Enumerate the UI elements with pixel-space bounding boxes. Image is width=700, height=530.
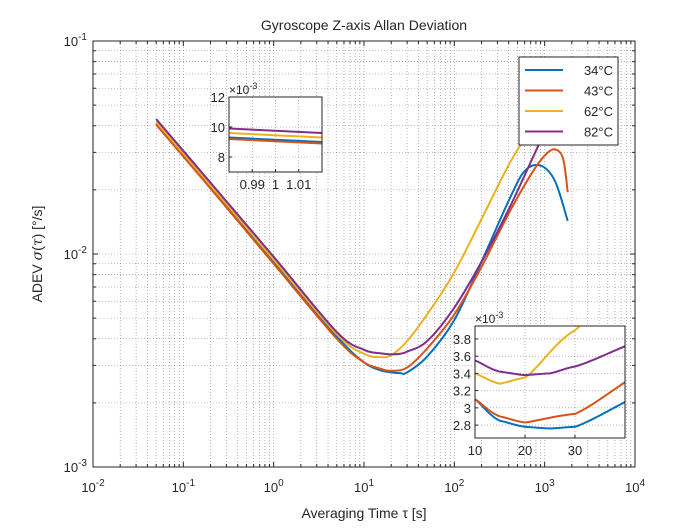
inset-top-series-line (229, 127, 322, 134)
x-tick-label: 10-1 (172, 478, 196, 495)
inset-bottom-series-line (475, 398, 625, 430)
x-tick-label-base: 10 (264, 480, 278, 495)
inset-frame-bg (474, 325, 626, 439)
x-tick-label: 102 (444, 478, 464, 495)
inset-top-series-line (229, 132, 322, 139)
x-tick-label: 101 (354, 478, 374, 495)
inset-exponent-power: -3 (249, 81, 257, 91)
inset-x-tick-label: 1.01 (286, 177, 311, 192)
y-tick-label-exp: -3 (78, 458, 87, 469)
inset-top-series-line (229, 136, 322, 143)
inset-exponent-base: ×10 (475, 312, 496, 326)
x-tick-label-exp: -1 (186, 478, 195, 489)
y-axis-label-paren-open: ( (29, 246, 45, 251)
inset-exponent-base: ×10 (229, 83, 250, 97)
x-tick-label-exp: 1 (368, 478, 374, 489)
inset-y-tick-label: 3.8 (453, 332, 471, 347)
y-axis-label: ADEV σ(τ) [°/s] (29, 206, 46, 303)
inset-top: 0.99 1 1.01 8 10 12 ×10-3 (211, 81, 323, 192)
inset-lines (229, 127, 322, 145)
inset-y-tick-label: 12 (211, 90, 225, 105)
inset-y-tick-label: 8 (218, 150, 225, 165)
y-tick-label-base: 10 (64, 34, 78, 49)
x-tick-label-base: 10 (625, 480, 639, 495)
x-axis-label: Averaging Time τ [s] (301, 505, 426, 521)
y-tick-labels: 10-310-210-1 (64, 32, 88, 475)
x-tick-label-exp: 3 (549, 478, 555, 489)
legend-label: 43°C (584, 84, 613, 99)
y-axis-label-tau: τ (30, 238, 46, 246)
chart-title: Gyroscope Z-axis Allan Deviation (261, 17, 467, 33)
inset-bottom-series-line (475, 381, 625, 424)
x-tick-label-base: 10 (354, 480, 368, 495)
inset-x-tick-label: 20 (518, 443, 532, 458)
x-tick-labels: 10-2 10-1 100 101 102 103 104 (81, 478, 645, 495)
y-tick-label: 10-2 (64, 245, 88, 262)
x-tick-label-base: 10 (172, 480, 186, 495)
y-axis-label-prefix: ADEV (29, 260, 45, 302)
x-tick-label-exp: -2 (96, 478, 105, 489)
inset-exponent-power: -3 (495, 310, 503, 320)
inset-bottom-series-line (475, 326, 582, 385)
inset-y-tick-label: 3.6 (453, 349, 471, 364)
inset-bottom-series-line (475, 345, 625, 377)
x-tick-label: 104 (625, 478, 645, 495)
x-tick-label-exp: 2 (459, 478, 465, 489)
series-lines (155, 76, 569, 375)
x-tick-label-base: 10 (535, 480, 549, 495)
y-tick-label-exp: -2 (78, 245, 87, 256)
x-tick-label-exp: 4 (639, 478, 645, 489)
x-tick-label-base: 10 (81, 480, 95, 495)
inset-lines (475, 326, 625, 430)
y-axis-label-sigma: σ (30, 250, 46, 260)
x-tick-label: 100 (264, 478, 284, 495)
legend-label: 82°C (584, 125, 613, 140)
inset-x-tick-label: 1 (272, 177, 279, 192)
x-tick-label: 103 (535, 478, 555, 495)
inset-y-tick-label: 2.8 (453, 418, 471, 433)
legend-box (518, 56, 619, 146)
inset-x-tick-label: 0.99 (240, 177, 265, 192)
inset-top-series-line (229, 138, 322, 145)
series-line (155, 123, 569, 372)
inset-y-tick-label: 3.2 (453, 384, 471, 399)
inset-y-tick-label: 3.4 (453, 366, 471, 381)
y-tick-label-base: 10 (64, 460, 78, 475)
y-tick-label: 10-3 (64, 458, 88, 475)
legend: 34°C 43°C 62°C 82°C (518, 56, 619, 146)
inset-exponent-label: ×10-3 (475, 310, 503, 326)
y-tick-label: 10-1 (64, 32, 88, 49)
y-axis-label-unit: ) [°/s] (29, 206, 45, 239)
inset-bottom: 10 20 30 2.8 3 3.2 3.4 3.6 3.8 ×10-3 (453, 310, 626, 458)
inset-exponent-label: ×10-3 (229, 81, 257, 97)
y-tick-label-exp: -1 (78, 32, 87, 43)
x-tick-label-base: 10 (444, 480, 458, 495)
x-tick-label: 10-2 (81, 478, 105, 495)
inset-x-tick-label: 10 (468, 443, 482, 458)
legend-label: 34°C (584, 63, 613, 78)
x-tick-label-exp: 0 (278, 478, 284, 489)
y-tick-label-base: 10 (64, 247, 78, 262)
inset-x-tick-label: 30 (568, 443, 582, 458)
series-line (155, 76, 569, 356)
axis-ticks (92, 40, 636, 468)
inset-frame (474, 325, 626, 439)
inset-y-tick-label: 10 (211, 120, 225, 135)
inset-y-tick-label: 3 (464, 401, 471, 416)
legend-label: 62°C (584, 104, 613, 119)
